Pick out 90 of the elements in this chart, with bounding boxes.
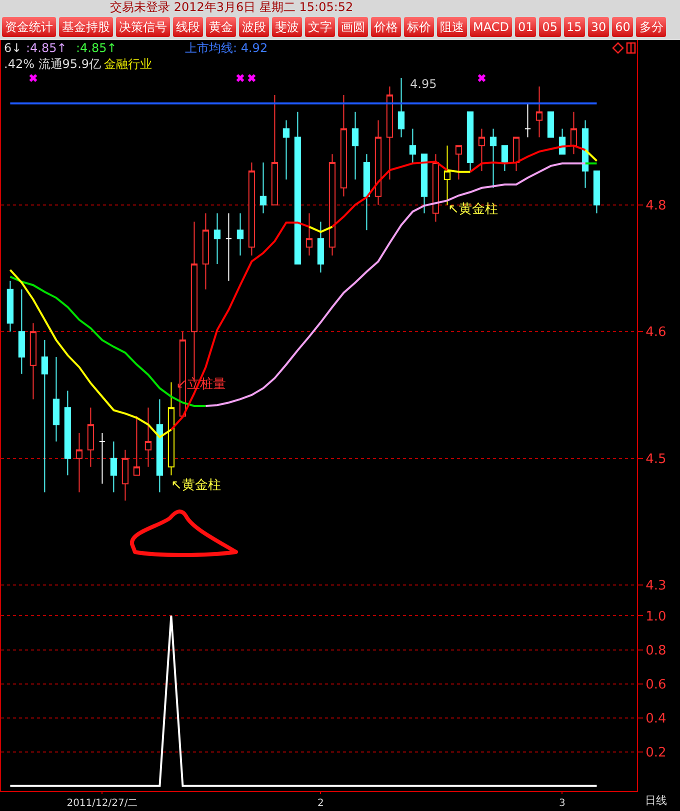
candlestick (64, 390, 72, 476)
annotation: :4.85↑ (26, 41, 67, 56)
text: 阻速 (437, 17, 467, 37)
candlestick (156, 398, 164, 493)
candlestick (52, 356, 60, 442)
x-tick-label: 2 (318, 798, 324, 809)
candlestick (501, 145, 508, 172)
candlestick (18, 288, 26, 374)
candlestick (536, 86, 543, 138)
candlestick (214, 212, 221, 264)
text: 05 (539, 17, 561, 37)
candlestick (179, 331, 186, 417)
candlestick (420, 154, 428, 214)
candlestick (455, 145, 462, 180)
y-tick-label: 0.6 (646, 677, 666, 692)
text: 文字 (305, 17, 335, 37)
annotation: 6↓ (4, 41, 22, 56)
text: 30 (588, 17, 610, 37)
candlestick (248, 162, 256, 256)
candlestick (582, 120, 589, 188)
y-tick-label: 0.4 (646, 711, 666, 726)
candlestick (41, 340, 48, 493)
text: 黄金 (206, 17, 236, 37)
candlestick (490, 128, 497, 188)
annotation: :4.85↑ (76, 41, 117, 56)
annotation: 金融行业 (104, 57, 152, 72)
candlestick (98, 432, 106, 484)
candlestick (570, 111, 578, 155)
y-tick-label: 4.3 (646, 578, 666, 594)
annotation: .42% 流通95.9亿 (4, 57, 102, 72)
y-tick-label: 4.6 (646, 325, 666, 340)
text: 斐波 (272, 17, 302, 37)
candlestick (328, 154, 336, 256)
candlestick (30, 322, 37, 400)
candlestick (409, 128, 416, 164)
candlestick (432, 154, 440, 222)
annotation: ↖黄金柱 (448, 202, 498, 217)
candlestick (352, 111, 359, 180)
text: 线段 (173, 17, 203, 37)
candlestick (524, 102, 532, 138)
text: 多分 (636, 17, 666, 37)
candlestick (398, 78, 405, 138)
text: 波段 (239, 17, 269, 37)
text: MACD (470, 17, 512, 37)
candlestick (87, 407, 94, 468)
text: 决策信号 (116, 17, 170, 37)
candlestick (374, 120, 382, 206)
candlestick (6, 280, 14, 332)
candlestick (466, 111, 474, 172)
candlestick (363, 154, 370, 231)
candlestick (317, 221, 324, 273)
annotation: 4.95 (410, 77, 437, 92)
candlestick (271, 94, 278, 206)
candlestick (76, 432, 83, 493)
text: 基金持股 (59, 17, 113, 37)
candlestick (260, 162, 267, 214)
candlestick (133, 416, 140, 476)
candlestick (122, 449, 129, 502)
text: 画圆 (338, 17, 368, 37)
text: 价格 (371, 17, 401, 37)
x-tick-label: 3 (559, 798, 566, 809)
candlestick (236, 212, 244, 256)
candlestick (202, 212, 210, 290)
candlestick (593, 170, 600, 214)
candlestick (225, 212, 232, 282)
text: 60 (612, 17, 634, 37)
candlestick (282, 120, 290, 180)
y-tick-label: 0.8 (646, 643, 666, 658)
text: 15 (564, 17, 585, 37)
y-tick-label: 4.8 (646, 198, 666, 214)
text: 01 (514, 17, 536, 37)
y-tick-label: 4.5 (646, 452, 666, 467)
annotation: ↖黄金柱 (171, 478, 221, 493)
candlestick (386, 86, 394, 180)
candlestick (512, 136, 520, 172)
candlestick (547, 111, 554, 138)
text: 日线 (645, 794, 667, 807)
candlestick (294, 111, 302, 264)
candlestick (478, 128, 486, 172)
text: 标价 (404, 17, 434, 37)
candlestick (340, 94, 348, 197)
annotation: 上市均线: 4.92 (185, 41, 268, 56)
text: 资金统计 (2, 17, 56, 37)
candlestick (306, 212, 313, 256)
x-tick-label: 2011/12/27/二 (66, 798, 138, 809)
candlestick (144, 407, 152, 468)
candlestick (110, 440, 118, 493)
text: 交易未登录 2012年3月6日 星期二 15:05:52 (109, 0, 354, 14)
y-tick-label: 0.2 (646, 745, 666, 760)
y-tick-label: 1.0 (646, 609, 666, 624)
